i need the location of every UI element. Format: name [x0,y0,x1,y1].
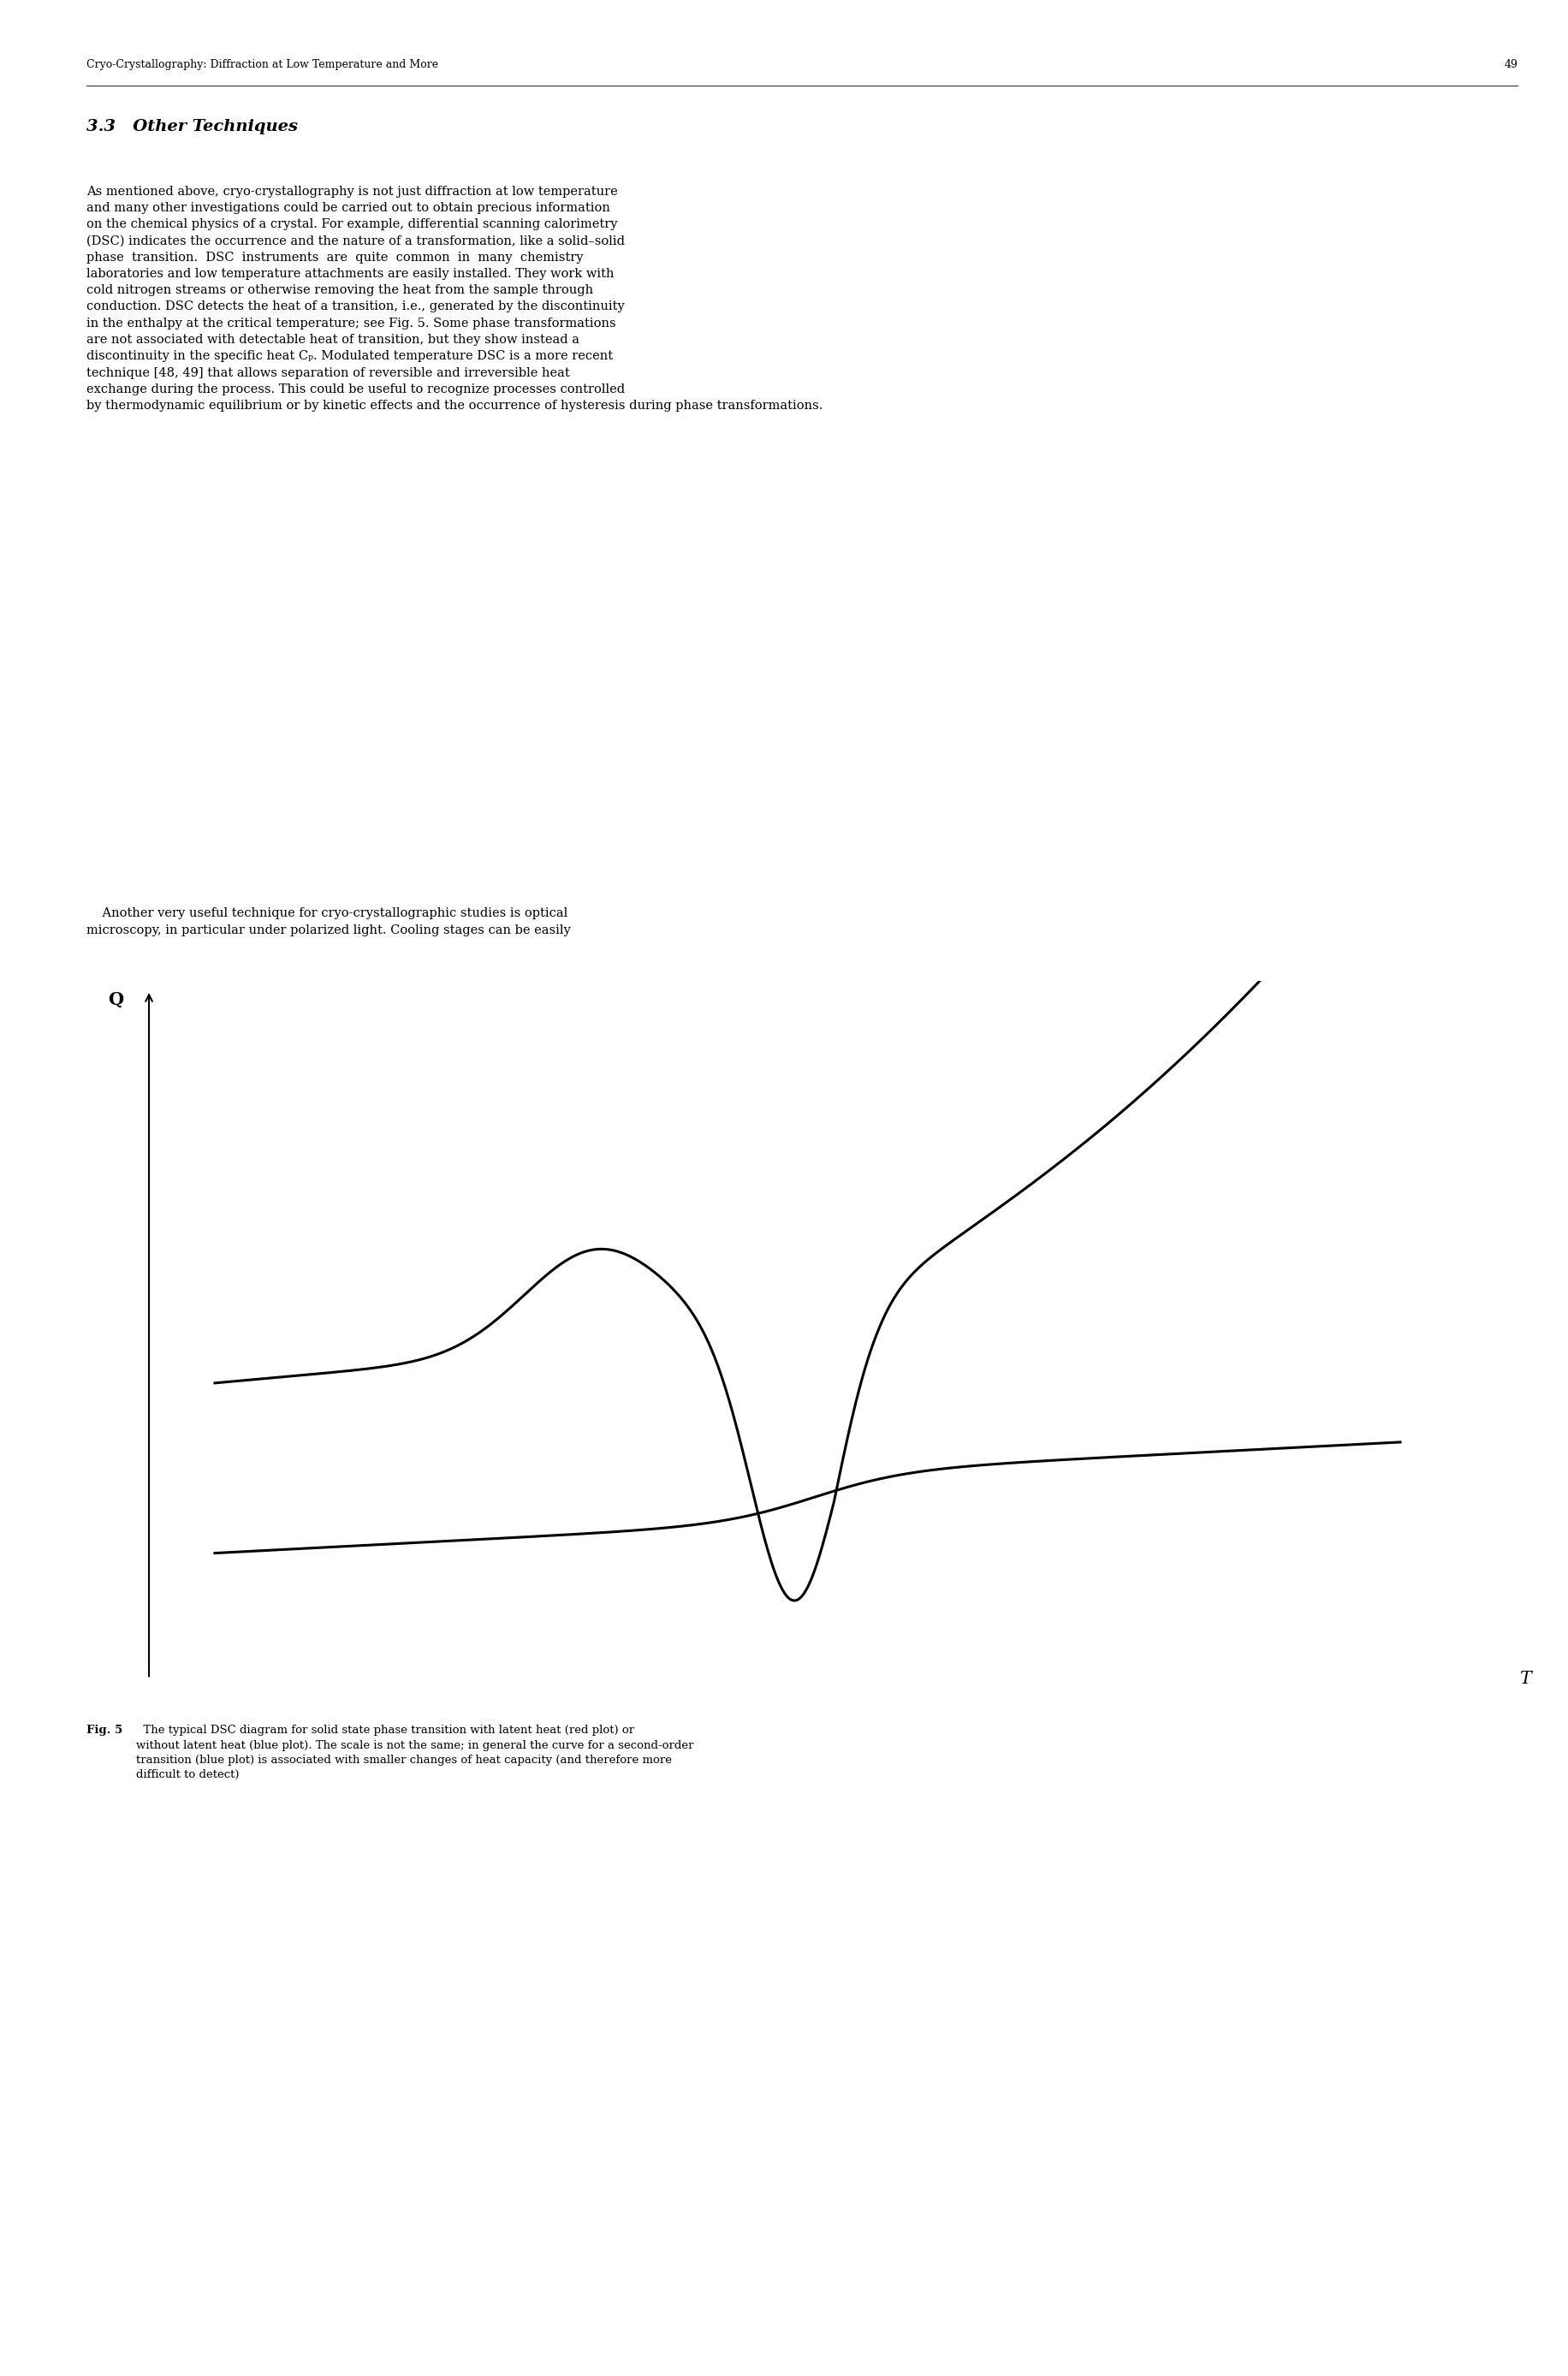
Text: 49: 49 [1504,59,1518,71]
Text: T: T [1519,1670,1532,1687]
Text: As mentioned above, cryo-crystallography is not just diffraction at low temperat: As mentioned above, cryo-crystallography… [86,185,823,411]
Text: Q: Q [108,991,124,1007]
Text: Cryo-Crystallography: Diffraction at Low Temperature and More: Cryo-Crystallography: Diffraction at Low… [86,59,437,71]
Text: The typical DSC diagram for solid state phase transition with latent heat (red p: The typical DSC diagram for solid state … [136,1725,695,1780]
Text: 3.3   Other Techniques: 3.3 Other Techniques [86,119,298,133]
Text: Fig. 5: Fig. 5 [86,1725,122,1737]
Text: Another very useful technique for cryo-crystallographic studies is optical
micro: Another very useful technique for cryo-c… [86,908,571,936]
